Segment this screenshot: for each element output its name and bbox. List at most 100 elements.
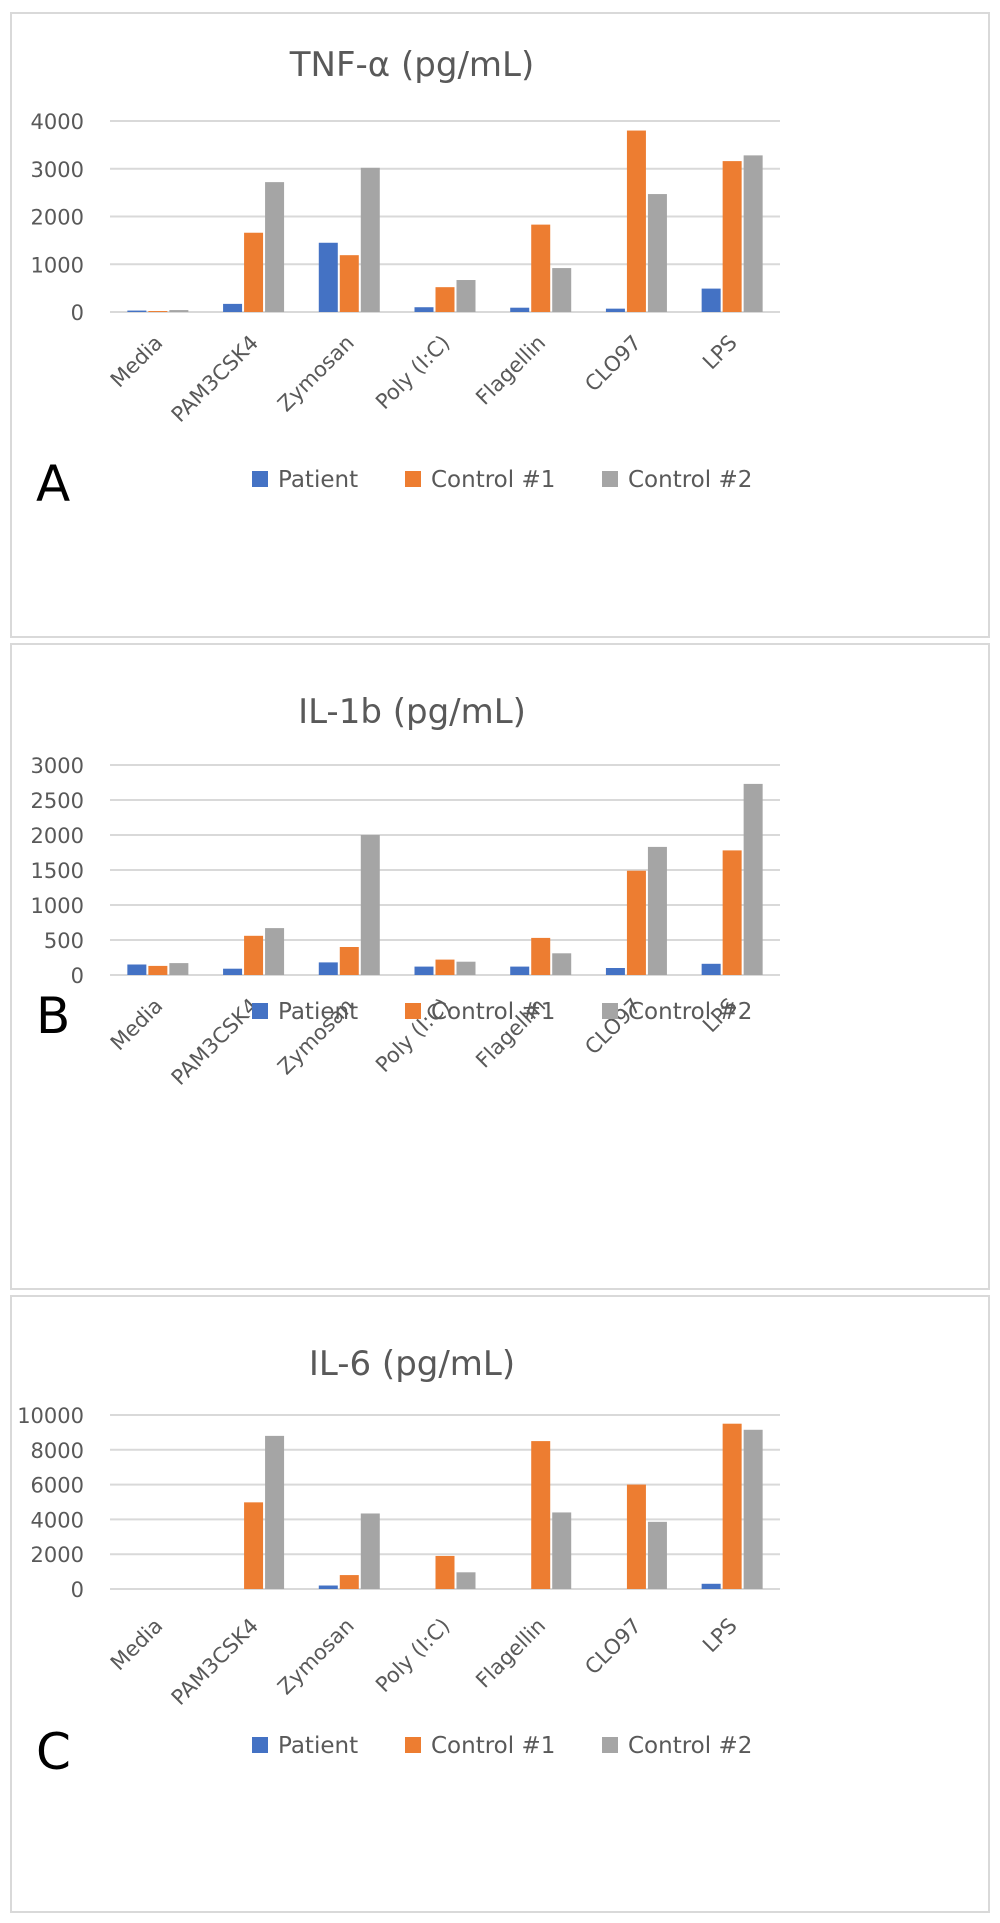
bar-control-1 bbox=[626, 130, 646, 312]
legend-swatch bbox=[405, 1737, 421, 1753]
category-label: PAM3CSK4 bbox=[167, 331, 263, 427]
bar-patient bbox=[127, 310, 147, 312]
bar-control-1 bbox=[722, 1423, 742, 1589]
chart-title: IL-1b (pg/mL) bbox=[298, 692, 526, 732]
legend-label: Control #1 bbox=[431, 1733, 555, 1759]
chart-panel-c: IL-6 (pg/mL) 0 2000 4000 6000 8000 10000 Media P… bbox=[10, 1295, 990, 1913]
bar-patient bbox=[127, 964, 147, 975]
y-tick-label: 1000 bbox=[31, 253, 84, 277]
bar-patient bbox=[510, 307, 530, 312]
y-tick-label: 2500 bbox=[31, 789, 84, 813]
tnf-alpha-chart: TNF-α (pg/mL) 0 1000 2000 3000 4000 Media PAM3C… bbox=[31, 45, 780, 513]
bar-patient bbox=[414, 966, 434, 975]
y-tick-label: 6000 bbox=[31, 1474, 84, 1498]
y-tick-label: 1000 bbox=[31, 894, 84, 918]
bar-control-1 bbox=[339, 947, 359, 975]
y-tick-label: 2000 bbox=[31, 206, 84, 230]
bar-control-2 bbox=[360, 167, 380, 312]
legend-label: Control #2 bbox=[628, 1733, 752, 1759]
bar-patient bbox=[223, 303, 243, 312]
bar-control-1 bbox=[531, 937, 551, 975]
legend-label: Patient bbox=[278, 467, 358, 493]
category-label: Media bbox=[106, 994, 168, 1056]
y-tick-label: 0 bbox=[71, 964, 84, 988]
y-tick-label: 2000 bbox=[31, 1543, 84, 1567]
y-tick-label: 1500 bbox=[31, 859, 84, 883]
bar-control-1 bbox=[626, 870, 646, 975]
bar-control-2 bbox=[647, 846, 667, 975]
chart-panel-b: IL-1b (pg/mL) 0 500 1000 1500 2000 2500 3000 Med… bbox=[10, 643, 990, 1290]
bar-control-2 bbox=[647, 1521, 667, 1589]
bar-control-1 bbox=[339, 255, 359, 312]
category-label: Zymosan bbox=[273, 331, 359, 417]
bar-control-1 bbox=[722, 161, 742, 312]
bar-control-1 bbox=[148, 965, 168, 975]
bar-patient bbox=[318, 962, 338, 975]
bar-control-2 bbox=[456, 961, 476, 975]
y-tick-label: 0 bbox=[71, 1578, 84, 1602]
category-label: CLO97 bbox=[580, 331, 646, 397]
legend-swatch bbox=[602, 1737, 618, 1753]
bar-patient bbox=[701, 288, 721, 312]
bar-patient bbox=[701, 1583, 721, 1589]
category-label: PAM3CSK4 bbox=[167, 994, 263, 1090]
bar-control-1 bbox=[244, 1502, 264, 1589]
category-label: Media bbox=[106, 331, 168, 393]
legend-label: Control #2 bbox=[628, 467, 752, 493]
category-label: CLO97 bbox=[580, 1614, 646, 1680]
il-1b-chart: IL-1b (pg/mL) 0 500 1000 1500 2000 2500 3000 Med… bbox=[31, 692, 780, 1090]
y-tick-label: 4000 bbox=[31, 1508, 84, 1532]
category-label: Poly (I:C) bbox=[371, 331, 454, 414]
bar-patient bbox=[605, 308, 625, 312]
bar-control-2 bbox=[552, 1512, 572, 1589]
bar-control-1 bbox=[148, 311, 168, 312]
bar-control-1 bbox=[339, 1575, 359, 1589]
legend-label: Patient bbox=[278, 999, 358, 1025]
bar-patient bbox=[318, 1585, 338, 1589]
bar-control-1 bbox=[722, 850, 742, 975]
legend-swatch bbox=[602, 471, 618, 487]
bar-control-1 bbox=[244, 935, 264, 975]
bar-control-2 bbox=[647, 194, 667, 312]
legend-label: Patient bbox=[278, 1733, 358, 1759]
bar-control-2 bbox=[456, 1572, 476, 1589]
category-label: Flagellin bbox=[471, 1614, 550, 1693]
legend-swatch bbox=[252, 471, 268, 487]
legend-swatch bbox=[602, 1003, 618, 1019]
bar-control-1 bbox=[435, 959, 455, 975]
bar-control-1 bbox=[244, 232, 264, 312]
bar-control-2 bbox=[456, 280, 476, 312]
y-tick-label: 8000 bbox=[31, 1439, 84, 1463]
chart-title: IL-6 (pg/mL) bbox=[309, 1344, 515, 1384]
y-tick-label: 4000 bbox=[31, 110, 84, 134]
bar-control-1 bbox=[435, 287, 455, 312]
category-label: Poly (I:C) bbox=[371, 1614, 454, 1697]
bar-patient bbox=[414, 307, 434, 312]
legend-swatch bbox=[252, 1003, 268, 1019]
bar-control-2 bbox=[265, 182, 285, 312]
bar-control-2 bbox=[552, 953, 572, 975]
bar-patient bbox=[510, 966, 530, 975]
y-tick-label: 500 bbox=[44, 929, 84, 953]
category-label: PAM3CSK4 bbox=[167, 1614, 263, 1710]
bar-control-2 bbox=[743, 155, 763, 312]
bar-control-1 bbox=[531, 224, 551, 312]
bar-control-2 bbox=[169, 310, 189, 312]
chart-title: TNF-α (pg/mL) bbox=[289, 45, 534, 85]
bar-control-2 bbox=[169, 963, 189, 975]
bar-control-1 bbox=[531, 1441, 551, 1589]
bar-control-1 bbox=[626, 1484, 646, 1589]
legend-label: Control #1 bbox=[431, 999, 555, 1025]
legend-swatch bbox=[252, 1737, 268, 1753]
bar-control-2 bbox=[265, 1435, 285, 1589]
bar-patient bbox=[223, 968, 243, 975]
bar-control-2 bbox=[360, 1513, 380, 1589]
legend-label: Control #1 bbox=[431, 467, 555, 493]
bar-control-2 bbox=[265, 928, 285, 975]
bar-patient bbox=[701, 963, 721, 975]
y-tick-label: 0 bbox=[71, 301, 84, 325]
legend-label: Control #2 bbox=[628, 999, 752, 1025]
bar-patient bbox=[605, 968, 625, 975]
legend-swatch bbox=[405, 471, 421, 487]
